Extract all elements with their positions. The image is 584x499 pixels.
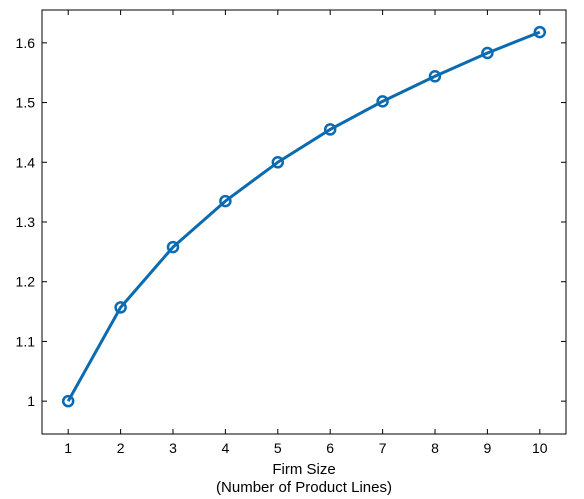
data-point xyxy=(166,240,180,254)
x-tick-label: 10 xyxy=(532,440,548,456)
data-point xyxy=(428,70,442,83)
data-point xyxy=(219,194,232,208)
x-tick-label: 4 xyxy=(222,440,230,456)
series-layer xyxy=(61,25,547,408)
data-point xyxy=(61,394,75,408)
y-tick-label: 1.5 xyxy=(16,95,36,111)
data-point xyxy=(271,156,285,169)
x-axis-subtitle: (Number of Product Lines) xyxy=(216,479,392,496)
x-tick-label: 1 xyxy=(64,440,72,456)
x-axis-title: Firm Size xyxy=(272,461,335,478)
y-tick-label: 1.4 xyxy=(16,154,36,170)
series-line xyxy=(66,30,541,402)
data-point xyxy=(481,46,494,60)
x-tick-label: 6 xyxy=(326,440,334,456)
x-tick-label: 8 xyxy=(431,440,439,456)
y-tick-label: 1.2 xyxy=(16,274,36,290)
y-tick-label: 1.6 xyxy=(16,35,36,51)
y-tick-label: 1.1 xyxy=(16,333,36,349)
y-tick-label: 1 xyxy=(27,393,35,409)
data-point xyxy=(376,95,389,108)
axis-ticks xyxy=(42,10,566,434)
x-tick-label: 9 xyxy=(484,440,492,456)
y-tick-label: 1.3 xyxy=(16,214,36,230)
plot-frame xyxy=(41,9,567,435)
x-tick-labels: 1 2 3 4 5 6 7 8 9 10 xyxy=(64,440,547,456)
x-tick-label: 5 xyxy=(274,440,282,456)
data-point xyxy=(533,25,547,39)
y-tick-labels: 1 1.1 1.2 1.3 1.4 1.5 1.6 xyxy=(16,35,36,409)
x-tick-label: 7 xyxy=(379,440,387,456)
x-tick-label: 2 xyxy=(117,440,125,456)
data-point xyxy=(114,301,127,314)
x-tick-label: 3 xyxy=(169,440,177,456)
data-point xyxy=(323,123,337,136)
